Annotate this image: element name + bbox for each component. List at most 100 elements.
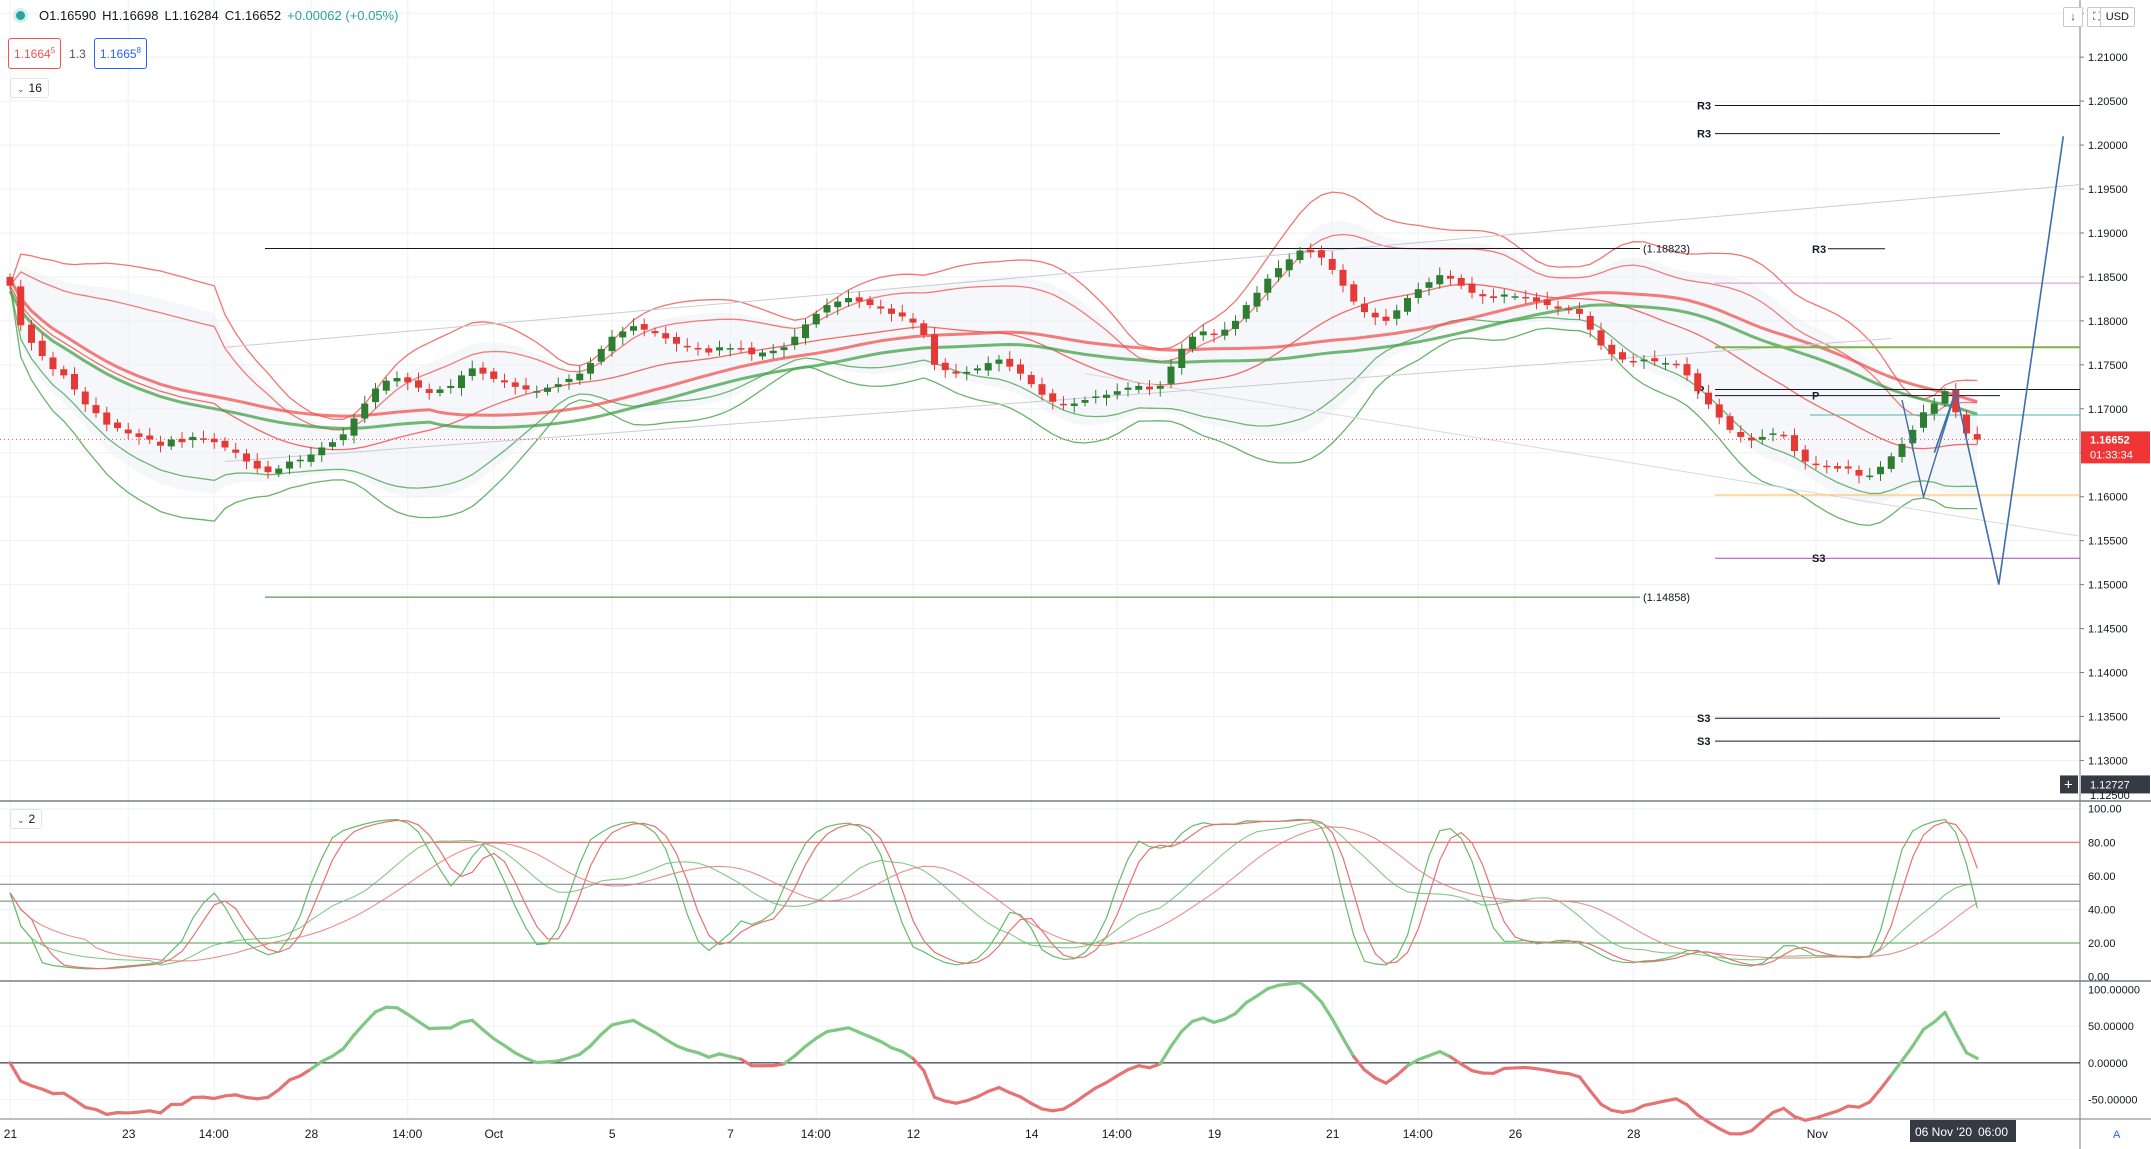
candle-body bbox=[1468, 283, 1476, 293]
crosshair-plus-button bbox=[2060, 775, 2078, 794]
main-pane-collapse[interactable]: ⌄ 16 bbox=[10, 78, 49, 98]
candle-body bbox=[1791, 435, 1798, 451]
time-axis-label: 28 bbox=[1627, 1127, 1641, 1141]
osc-segment bbox=[1857, 1100, 1872, 1109]
price-tick-label: 1.19000 bbox=[2088, 228, 2128, 240]
candle-body bbox=[1210, 333, 1218, 336]
price-tick-label: 1.14000 bbox=[2088, 668, 2128, 680]
osc-segment bbox=[857, 1030, 872, 1039]
candle-body bbox=[1952, 389, 1960, 413]
candle-body bbox=[468, 368, 476, 377]
candle-body bbox=[1361, 303, 1368, 313]
candle-body bbox=[157, 441, 164, 446]
forecast-path bbox=[1933, 136, 2065, 585]
osc-segment bbox=[1911, 1027, 1926, 1048]
osc-segment bbox=[556, 1056, 571, 1063]
osc-segment bbox=[266, 1088, 281, 1099]
osc-segment bbox=[201, 1095, 216, 1101]
osc-segment bbox=[1115, 1068, 1130, 1078]
osc-segment bbox=[309, 1059, 324, 1071]
candle-body bbox=[1490, 296, 1497, 299]
candle-body bbox=[1758, 436, 1766, 440]
osc-segment bbox=[922, 1068, 937, 1099]
candle-body bbox=[963, 371, 971, 374]
candle-body bbox=[1339, 269, 1347, 286]
price-tick-label: 1.14500 bbox=[2088, 624, 2128, 636]
candle-body bbox=[1328, 258, 1336, 270]
band-fill bbox=[10, 220, 1978, 505]
osc-segment bbox=[696, 1051, 711, 1059]
osc-segment bbox=[653, 1030, 668, 1042]
osc-segment bbox=[1212, 1017, 1227, 1024]
osc-segment bbox=[1932, 1010, 1947, 1024]
buy-button[interactable]: 1.16658 bbox=[93, 38, 147, 69]
osc-segment bbox=[1545, 1068, 1560, 1075]
osc-segment bbox=[567, 1052, 582, 1060]
candle-body bbox=[855, 297, 863, 302]
osc-segment bbox=[1706, 1120, 1721, 1131]
candle-body bbox=[1866, 475, 1874, 478]
candle-body bbox=[1576, 308, 1583, 314]
scroll-down-button[interactable]: ↓ bbox=[2063, 7, 2083, 27]
price-tick-label: 1.19500 bbox=[2088, 184, 2128, 196]
candle-body bbox=[533, 391, 541, 393]
candle-body bbox=[673, 337, 680, 344]
market-status-icon bbox=[16, 11, 25, 20]
grid-lines bbox=[0, 0, 2080, 1118]
candle-body bbox=[361, 403, 369, 419]
osc-segment bbox=[997, 1085, 1012, 1095]
candle-body bbox=[372, 388, 379, 403]
candle-body bbox=[748, 347, 756, 355]
candle-body bbox=[1146, 386, 1153, 390]
pivot-label: P bbox=[1812, 391, 1819, 403]
crosshair-price-label: 1.12727 bbox=[2090, 779, 2130, 791]
candle-body bbox=[253, 460, 261, 469]
candle-body bbox=[866, 299, 874, 306]
candle-body bbox=[888, 308, 895, 314]
osc-segment bbox=[1921, 1020, 1936, 1032]
osc-segment bbox=[771, 1062, 786, 1068]
osc-segment bbox=[545, 1059, 560, 1064]
candle-body bbox=[135, 433, 143, 437]
stoch-pane-collapse[interactable]: ⌄ 2 bbox=[10, 809, 43, 829]
osc-segment bbox=[287, 1074, 302, 1082]
osc-segment bbox=[879, 1039, 894, 1050]
candle-body bbox=[1060, 403, 1067, 406]
candle-body bbox=[1167, 366, 1175, 384]
osc-segment bbox=[395, 1006, 410, 1016]
osc-segment bbox=[1223, 1011, 1238, 1021]
price-tick-label: 1.17000 bbox=[2088, 404, 2128, 416]
candle-body bbox=[769, 350, 777, 354]
osc-segment bbox=[1814, 1112, 1829, 1120]
trend-line bbox=[224, 337, 1892, 463]
candle-body bbox=[909, 318, 917, 323]
candle-body bbox=[812, 313, 820, 325]
candle-body bbox=[38, 340, 46, 357]
candle-body bbox=[382, 380, 390, 391]
osc-segment bbox=[868, 1035, 883, 1044]
candle-body bbox=[221, 440, 229, 448]
osc-segment bbox=[524, 1056, 539, 1065]
sell-button[interactable]: 1.16645 bbox=[8, 38, 62, 69]
stoch-axis-label: 0.00 bbox=[2088, 972, 2109, 984]
candle-body bbox=[877, 306, 885, 309]
outer-upper-band bbox=[9, 191, 1978, 420]
candle-body bbox=[1823, 465, 1831, 468]
osc-segment bbox=[1448, 1055, 1463, 1066]
osc-segment bbox=[932, 1095, 947, 1103]
osc-segment bbox=[1577, 1075, 1592, 1093]
price-tick-label: 1.18500 bbox=[2088, 272, 2128, 284]
osc-segment bbox=[1663, 1097, 1678, 1103]
candle-body bbox=[1586, 315, 1594, 330]
candle-body bbox=[1049, 393, 1057, 402]
osc-segment bbox=[72, 1098, 87, 1109]
osc-segment bbox=[1653, 1099, 1668, 1105]
osc-segment bbox=[599, 1023, 614, 1037]
osc-segment bbox=[1201, 1016, 1216, 1024]
currency-selector[interactable]: USD bbox=[2099, 7, 2135, 27]
candle-body bbox=[597, 349, 605, 362]
candle-body bbox=[1189, 336, 1196, 350]
osc-segment bbox=[1717, 1127, 1732, 1136]
candle-body bbox=[554, 384, 562, 387]
